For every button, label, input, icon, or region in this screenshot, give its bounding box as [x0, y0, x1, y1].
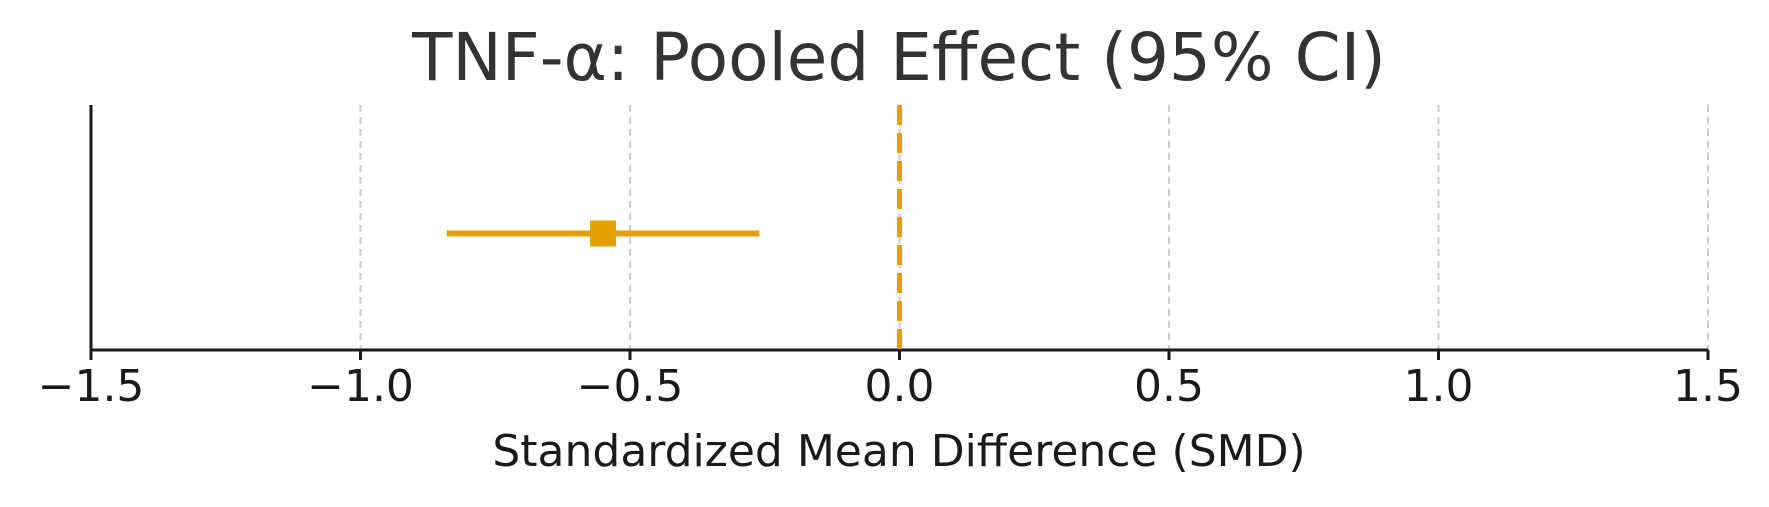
x-tick-label: 1.0 — [1404, 361, 1474, 412]
x-axis-label: Standardized Mean Difference (SMD) — [492, 426, 1305, 477]
point-estimate — [590, 220, 617, 247]
x-tick-label: −1.0 — [307, 361, 414, 412]
chart-title: TNF-α: Pooled Effect (95% CI) — [411, 19, 1386, 96]
x-tick-label: −0.5 — [577, 361, 684, 412]
x-tick-label: 1.5 — [1673, 361, 1743, 412]
x-tick-label: 0.5 — [1134, 361, 1204, 412]
x-tick-label: 0.0 — [865, 361, 935, 412]
x-tick-label: −1.5 — [38, 361, 145, 412]
